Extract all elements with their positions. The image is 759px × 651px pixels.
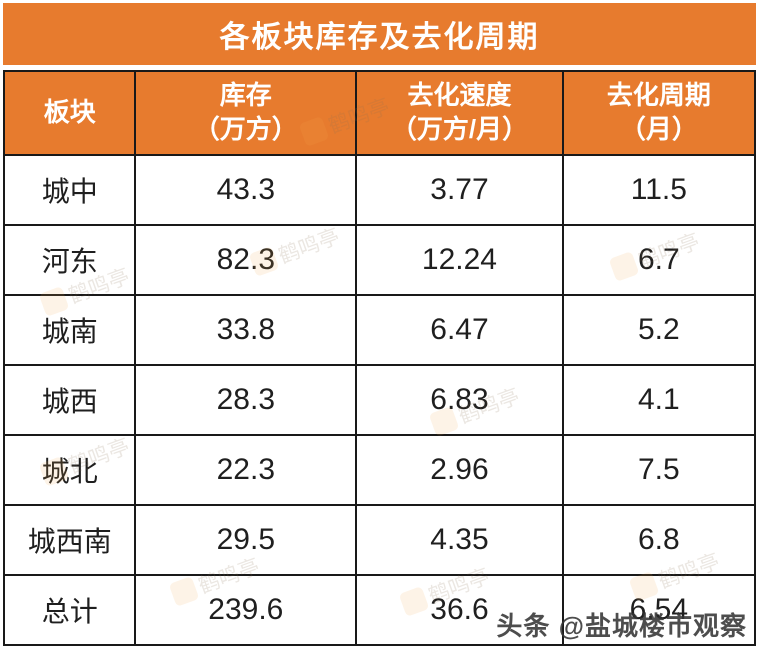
- column-header-1: 库存 （万方）: [134, 70, 358, 156]
- table-cell: 2.96: [355, 434, 564, 506]
- table-cell: 6.54: [561, 574, 757, 646]
- table-row: 城南 33.8 6.47 5.2: [2, 294, 757, 366]
- row-label: 城西: [2, 364, 137, 436]
- table-cell: 11.5: [561, 154, 757, 226]
- table-row: 城中 43.3 3.77 11.5: [2, 154, 757, 226]
- table-cell: 6.47: [355, 294, 564, 366]
- table-row: 城西 28.3 6.83 4.1: [2, 364, 757, 436]
- table-cell: 239.6: [134, 574, 358, 646]
- row-label: 城西南: [2, 504, 137, 576]
- table-cell: 29.5: [134, 504, 358, 576]
- table-cell: 43.3: [134, 154, 358, 226]
- table-row: 总计 239.6 36.6 6.54: [2, 574, 757, 646]
- table-cell: 82.3: [134, 224, 358, 296]
- table-cell: 33.8: [134, 294, 358, 366]
- column-header-2: 去化速度 （万方/月）: [355, 70, 564, 156]
- table-row: 城西南 29.5 4.35 6.8: [2, 504, 757, 576]
- row-label: 城北: [2, 434, 137, 506]
- table-cell: 4.1: [561, 364, 757, 436]
- table-title: 各板块库存及去化周期: [219, 21, 540, 54]
- row-label: 河东: [2, 224, 137, 296]
- table-body: 城中 43.3 3.77 11.5 河东 82.3 12.24 6.7 城南 33.8 6.47 5.…: [2, 154, 757, 646]
- table-cell: 4.35: [355, 504, 564, 576]
- table-cell: 5.2: [561, 294, 757, 366]
- table-cell: 6.8: [561, 504, 757, 576]
- table-cell: 6.83: [355, 364, 564, 436]
- column-header-0: 板块: [2, 70, 137, 156]
- table-cell: 28.3: [134, 364, 358, 436]
- table-cell: 22.3: [134, 434, 358, 506]
- table-cell: 3.77: [355, 154, 564, 226]
- row-label: 城中: [2, 154, 137, 226]
- table-title-bar: 各板块库存及去化周期: [3, 3, 756, 65]
- table-row: 河东 82.3 12.24 6.7: [2, 224, 757, 296]
- table-header-row: 板块 库存 （万方） 去化速度 （万方/月） 去化周期 （月）: [2, 70, 757, 156]
- table-cell: 12.24: [355, 224, 564, 296]
- inventory-table: 板块 库存 （万方） 去化速度 （万方/月） 去化周期 （月） 城中 43.3 3.77 11.5…: [2, 70, 757, 646]
- attribution-watermark: 头条 @盐城楼市观察: [496, 611, 747, 641]
- row-label: 总计: [2, 574, 137, 646]
- table-cell: 6.7: [561, 224, 757, 296]
- table-cell: 36.6: [355, 574, 564, 646]
- table-row: 城北 22.3 2.96 7.5: [2, 434, 757, 506]
- row-label: 城南: [2, 294, 137, 366]
- column-header-3: 去化周期 （月）: [561, 70, 757, 156]
- table-cell: 7.5: [561, 434, 757, 506]
